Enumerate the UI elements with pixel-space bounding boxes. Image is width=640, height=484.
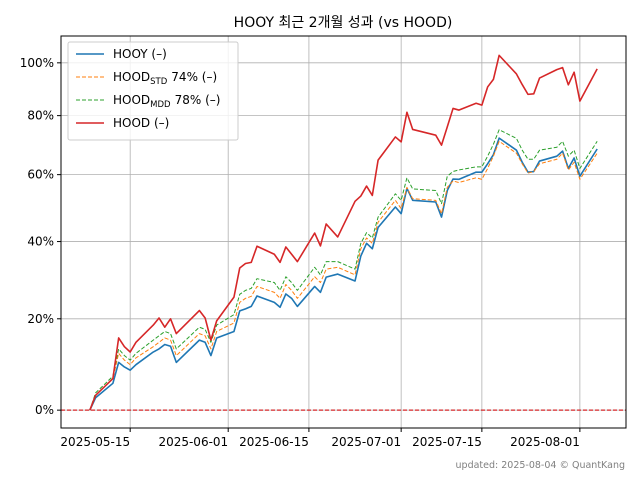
y-tick-label: 100% [20, 56, 54, 70]
legend-label: HOOD (–) [113, 116, 169, 130]
x-tick-label: 2025-07-15 [412, 435, 482, 449]
legend-label-part: STD [150, 77, 168, 87]
legend-label-part: HOOD [113, 93, 150, 107]
x-tick-label: 2025-08-01 [510, 435, 580, 449]
legend-label-part: 78% (–) [175, 93, 221, 107]
y-tick-label: 60% [27, 168, 54, 182]
x-tick-label: 2025-05-15 [60, 435, 130, 449]
series-line [89, 129, 598, 411]
y-tick-label: 0% [35, 403, 54, 417]
series-line [89, 137, 598, 411]
x-tick-label: 2025-06-01 [158, 435, 228, 449]
y-tick-label: 20% [27, 312, 54, 326]
plot-frame [60, 35, 627, 429]
legend-label-part: 74% (–) [171, 70, 217, 84]
legend-label: HOOY (–) [113, 47, 167, 61]
legend-label-part: HOOY (–) [113, 47, 167, 61]
x-tick-label: 2025-07-01 [331, 435, 401, 449]
legend-label: HOODSTD 74% (–) [113, 70, 217, 87]
x-tick-label: 2025-06-15 [239, 435, 309, 449]
legend-box [67, 41, 239, 141]
chart-title: HOOY 최근 2개월 성과 (vs HOOD) [234, 15, 453, 31]
legend-label-part: MDD [150, 100, 171, 110]
legend-label: HOODMDD 78% (–) [113, 93, 220, 110]
series-line [89, 54, 598, 411]
legend-label-part: HOOD [113, 70, 150, 84]
y-tick-label: 40% [27, 235, 54, 249]
y-tick-label: 80% [27, 109, 54, 123]
series-line [89, 140, 598, 411]
legend-label-part: HOOD (–) [113, 116, 169, 130]
footer: updated: 2025-08-04 © QuantKang [456, 460, 625, 471]
